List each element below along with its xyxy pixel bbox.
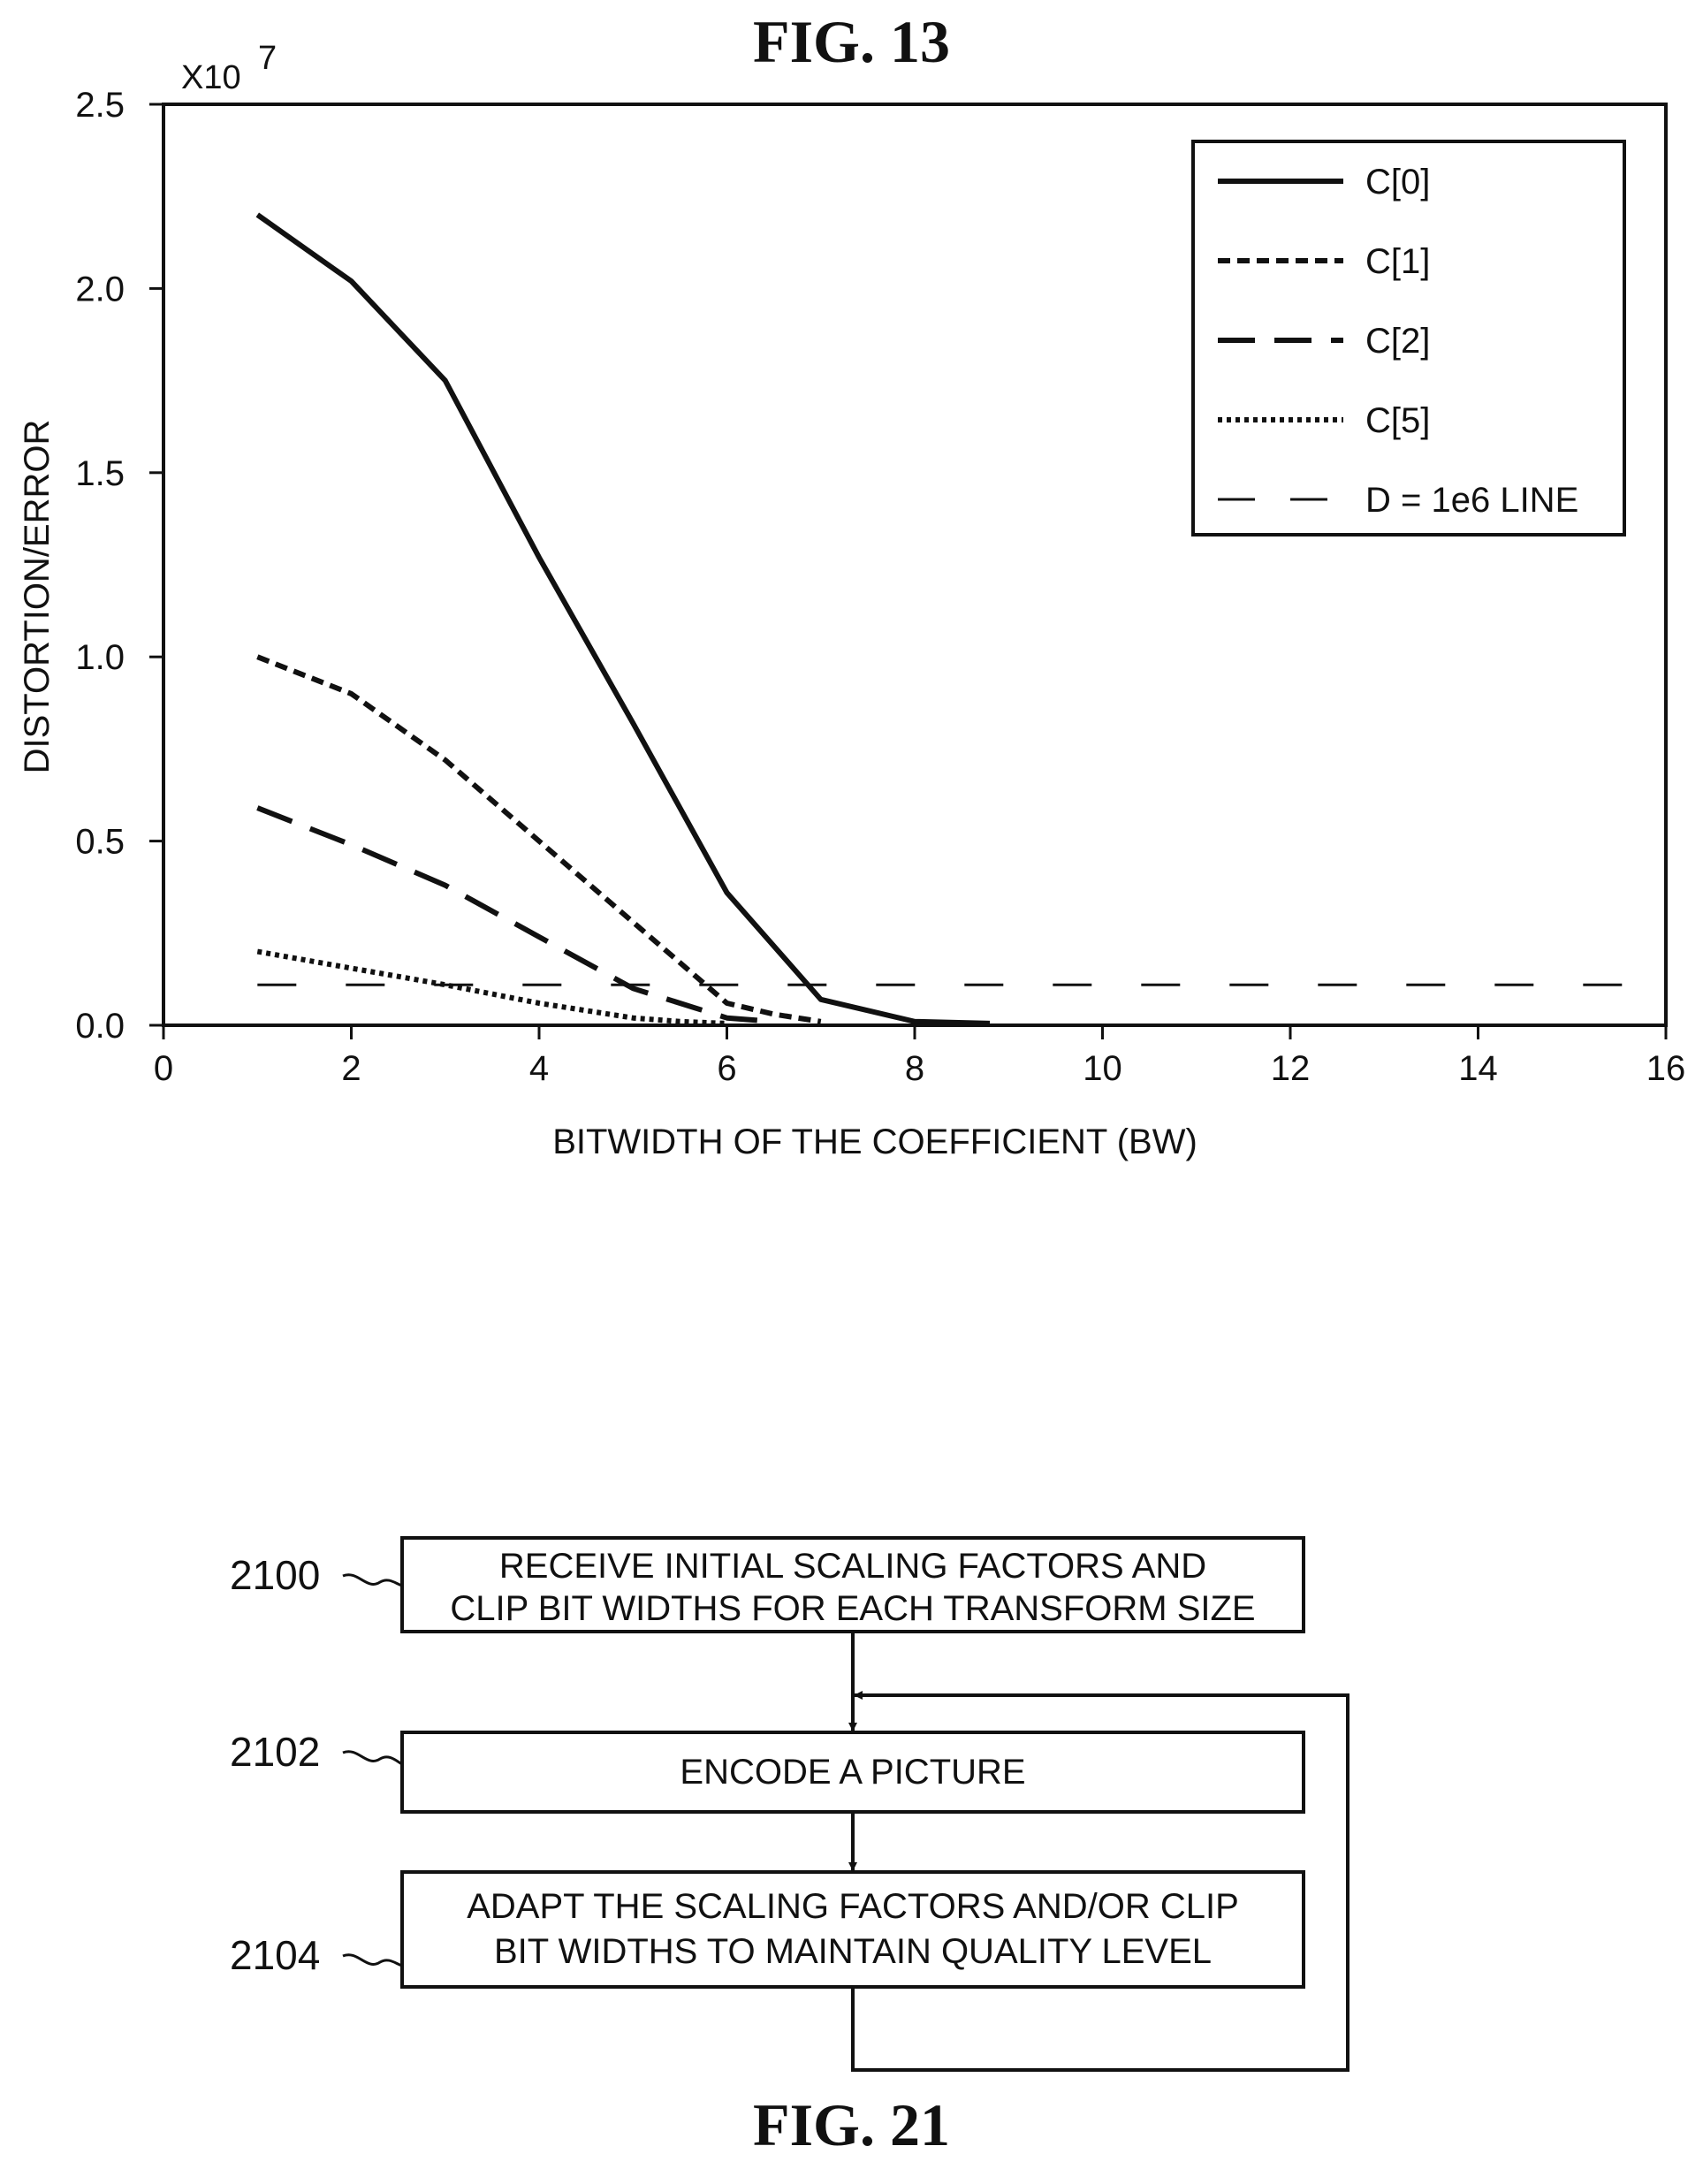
legend-label: C[1] (1365, 242, 1430, 281)
step-2100-box (400, 1536, 1305, 1633)
fig13-title: FIG. 13 (753, 8, 950, 75)
ref-2104: 2104 (230, 1932, 320, 1978)
ref-2104-leader (342, 1953, 403, 1967)
legend: C[0] C[1] C[2] C[5] D = 1e6 LINE (1218, 163, 1578, 520)
axis-ticks: 0 2 4 6 8 10 12 14 16 0.0 0.5 1.0 1.5 2.0 2.5 (75, 86, 1685, 1088)
series-line-c-5 (256, 948, 727, 1026)
y-multiplier-exponent: 7 (258, 40, 277, 77)
x-tick-label: 10 (1083, 1049, 1122, 1088)
ref-2102-leader (342, 1750, 403, 1766)
y-tick-label: 2.0 (75, 270, 125, 308)
ref-2100-leader (342, 1573, 403, 1587)
ref-2100: 2100 (230, 1552, 320, 1598)
y-tick-label: 2.5 (75, 86, 125, 125)
legend-label: C[5] (1365, 401, 1430, 440)
legend-label: C[2] (1365, 322, 1430, 361)
y-tick-label: 1.0 (75, 638, 125, 677)
y-multiplier-label: X10 (181, 59, 241, 96)
step-2102-line-1: ENCODE A PICTURE (680, 1753, 1025, 1792)
y-axis-label: DISTORTION/ERROR (18, 420, 57, 774)
step-2102: ENCODE A PICTURE 2102 (230, 1729, 1305, 1814)
ref-2102: 2102 (230, 1729, 320, 1775)
step-2104-line-2: BIT WIDTHS TO MAINTAIN QUALITY LEVEL (494, 1932, 1212, 1971)
step-2100-line-1: RECEIVE INITIAL SCALING FACTORS AND (499, 1547, 1206, 1586)
y-tick-label: 0.5 (75, 823, 125, 862)
y-tick-label: 0.0 (75, 1007, 125, 1046)
x-tick-label: 4 (529, 1049, 549, 1088)
x-tick-label: 6 (717, 1049, 736, 1088)
series-line-c-0 (255, 212, 991, 1026)
x-tick-label: 0 (154, 1049, 173, 1088)
fig21-title: FIG. 21 (753, 2091, 950, 2158)
step-2100: RECEIVE INITIAL SCALING FACTORS AND CLIP… (230, 1536, 1305, 1633)
series-line-c-2 (256, 805, 774, 1024)
step-2104-line-1: ADAPT THE SCALING FACTORS AND/OR CLIP (467, 1887, 1239, 1926)
arrow-feedback-loop (851, 1691, 1349, 2072)
x-tick-label: 16 (1646, 1049, 1686, 1088)
step-2100-line-2: CLIP BIT WIDTHS FOR EACH TRANSFORM SIZE (450, 1589, 1255, 1628)
y-tick-label: 1.5 (75, 454, 125, 493)
legend-label: D = 1e6 LINE (1365, 481, 1578, 520)
x-tick-label: 14 (1458, 1049, 1498, 1088)
x-axis-label: BITWIDTH OF THE COEFFICIENT (BW) (552, 1122, 1197, 1161)
x-tick-label: 8 (905, 1049, 924, 1088)
x-tick-label: 2 (341, 1049, 361, 1088)
step-2104-box (400, 1870, 1305, 1989)
series-lines (255, 212, 1666, 1026)
fig13-chart: 0 2 4 6 8 10 12 14 16 0.0 0.5 1.0 1.5 2.0 2.5 X10 7 BI… (18, 40, 1685, 1161)
step-2102-box (400, 1731, 1305, 1814)
legend-label: C[0] (1365, 163, 1430, 202)
step-2104: ADAPT THE SCALING FACTORS AND/OR CLIP BI… (230, 1870, 1305, 1989)
x-tick-label: 12 (1271, 1049, 1311, 1088)
series-line-c-1 (256, 654, 822, 1024)
legend-box (1191, 140, 1626, 536)
